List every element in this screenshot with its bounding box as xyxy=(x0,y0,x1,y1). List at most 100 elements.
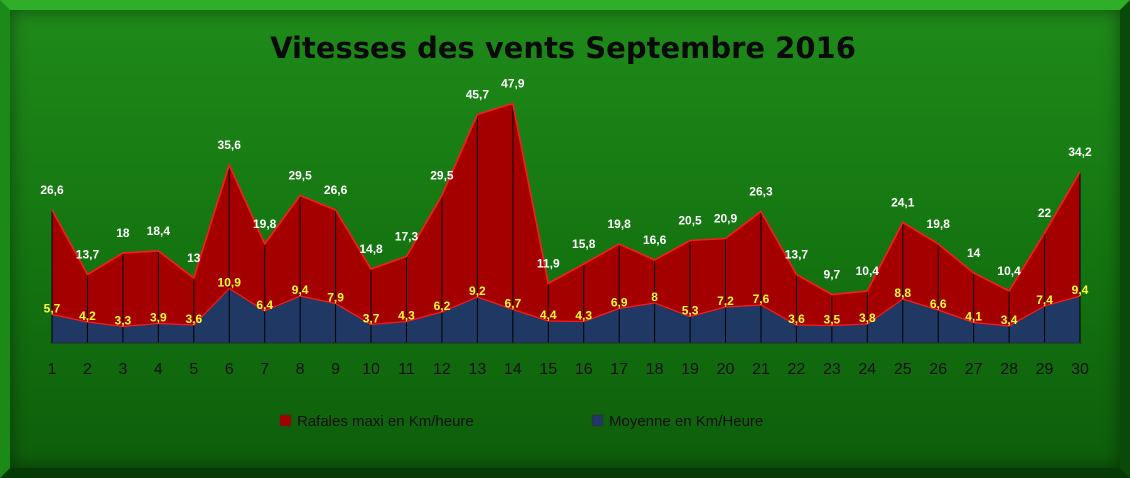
data-label-moyenne: 4,2 xyxy=(79,309,96,323)
data-label-moyenne: 3,4 xyxy=(1001,313,1018,327)
data-label-moyenne: 9,2 xyxy=(469,284,486,298)
data-label-moyenne: 3,9 xyxy=(150,311,167,325)
x-tick-label: 13 xyxy=(468,361,486,378)
data-label-rafales: 9,7 xyxy=(824,268,841,282)
x-tick-label: 14 xyxy=(504,361,522,378)
data-label-moyenne: 9,4 xyxy=(292,283,309,297)
series-area-rafales xyxy=(52,103,1080,343)
x-tick-label: 7 xyxy=(260,361,269,378)
data-label-rafales: 15,8 xyxy=(572,237,596,251)
x-tick-label: 9 xyxy=(331,361,340,378)
data-label-rafales: 13,7 xyxy=(76,248,100,262)
x-tick-label: 8 xyxy=(296,361,305,378)
data-label-rafales: 20,5 xyxy=(678,214,702,228)
x-tick-label: 11 xyxy=(398,361,415,378)
data-label-rafales: 14,8 xyxy=(359,242,383,256)
data-label-moyenne: 4,3 xyxy=(398,309,415,323)
data-label-rafales: 29,5 xyxy=(430,169,454,183)
x-tick-label: 30 xyxy=(1071,361,1089,378)
data-label-moyenne: 8 xyxy=(651,290,658,304)
data-label-rafales: 13,7 xyxy=(785,248,809,262)
data-label-moyenne: 7,2 xyxy=(717,294,734,308)
x-axis-ticks: 1 2 3 4 5 6 7 8 9 10 11 12 13 14 15 16 17 18 19 20 21 22 23 24 2… xyxy=(48,361,1089,378)
data-label-rafales: 19,8 xyxy=(253,217,277,231)
data-label-moyenne: 10,9 xyxy=(218,276,242,290)
x-tick-label: 29 xyxy=(1036,361,1054,378)
series-line-moyenne xyxy=(51,287,1081,328)
data-label-rafales: 18,4 xyxy=(147,224,171,238)
x-tick-label: 28 xyxy=(1000,361,1018,378)
x-tick-label: 6 xyxy=(225,361,234,378)
x-tick-label: 20 xyxy=(717,361,735,378)
data-label-moyenne: 4,1 xyxy=(965,310,982,324)
data-label-moyenne: 3,3 xyxy=(115,314,132,328)
x-tick-label: 27 xyxy=(965,361,983,378)
x-tick-label: 4 xyxy=(154,361,163,378)
x-tick-label: 12 xyxy=(433,361,451,378)
data-label-moyenne: 3,8 xyxy=(859,311,876,325)
data-label-rafales: 29,5 xyxy=(288,169,312,183)
data-label-moyenne: 6,9 xyxy=(611,296,628,310)
data-label-rafales: 19,8 xyxy=(927,217,951,231)
data-label-rafales: 13 xyxy=(187,251,201,265)
x-tick-label: 10 xyxy=(362,361,380,378)
data-label-rafales: 10,4 xyxy=(997,264,1021,278)
x-tick-label: 19 xyxy=(681,361,699,378)
data-label-rafales: 35,6 xyxy=(218,138,242,152)
series-area-moyenne xyxy=(52,288,1080,343)
x-tick-label: 22 xyxy=(788,361,806,378)
data-label-rafales: 26,3 xyxy=(749,185,773,199)
data-label-rafales: 11,9 xyxy=(537,257,560,271)
legend-swatch-moyenne xyxy=(591,414,604,427)
data-label-moyenne: 7,9 xyxy=(327,291,344,305)
legend-label-moyenne: Moyenne en Km/Heure xyxy=(609,413,763,430)
x-tick-label: 3 xyxy=(118,361,127,378)
x-tick-label: 17 xyxy=(610,361,628,378)
x-tick-label: 15 xyxy=(539,361,557,378)
data-label-rafales: 10,4 xyxy=(856,264,880,278)
data-label-moyenne: 4,3 xyxy=(575,309,592,323)
data-label-rafales: 47,9 xyxy=(501,77,525,91)
data-label-moyenne: 6,7 xyxy=(504,297,521,311)
x-tick-label: 2 xyxy=(83,361,92,378)
data-label-rafales: 26,6 xyxy=(324,183,348,197)
legend: Rafales maxi en Km/heure Moyenne en Km/H… xyxy=(279,413,763,430)
data-label-moyenne: 3,6 xyxy=(788,312,805,326)
legend-swatch-rafales xyxy=(279,414,292,427)
data-label-rafales: 24,1 xyxy=(891,196,915,210)
data-label-moyenne: 5,7 xyxy=(44,302,61,316)
data-label-moyenne: 4,4 xyxy=(540,308,557,322)
data-label-moyenne: 6,4 xyxy=(256,298,273,312)
x-tick-label: 23 xyxy=(823,361,841,378)
x-tick-label: 21 xyxy=(752,361,770,378)
data-label-moyenne: 3,7 xyxy=(363,312,380,326)
plot-area: 26,6 13,7 18 18,4 13 35,6 19,8 29,5 26,6 14,8 17,3… xyxy=(40,77,1092,343)
legend-label-rafales: Rafales maxi en Km/heure xyxy=(297,413,474,430)
data-label-moyenne: 9,4 xyxy=(1072,283,1089,297)
data-label-moyenne: 3,6 xyxy=(185,312,202,326)
data-label-moyenne: 6,6 xyxy=(930,297,947,311)
data-label-rafales: 34,2 xyxy=(1068,145,1092,159)
x-tick-label: 26 xyxy=(929,361,947,378)
data-label-moyenne: 3,5 xyxy=(824,313,841,327)
x-tick-label: 5 xyxy=(189,361,198,378)
data-label-rafales: 45,7 xyxy=(466,88,490,102)
data-label-moyenne: 6,2 xyxy=(434,299,451,313)
data-label-moyenne: 7,4 xyxy=(1036,293,1053,307)
data-label-moyenne: 5,3 xyxy=(682,304,699,318)
data-label-rafales: 17,3 xyxy=(395,230,419,244)
data-label-rafales: 20,9 xyxy=(714,212,738,226)
data-label-rafales: 14 xyxy=(967,246,981,260)
data-label-moyenne: 8,8 xyxy=(894,286,911,300)
x-tick-label: 16 xyxy=(575,361,593,378)
x-tick-label: 1 xyxy=(48,361,57,378)
x-tick-label: 25 xyxy=(894,361,912,378)
data-label-rafales: 22 xyxy=(1038,206,1052,220)
x-tick-label: 24 xyxy=(858,361,876,378)
data-label-rafales: 18 xyxy=(116,226,130,240)
chart-title: Vitesses des vents Septembre 2016 xyxy=(270,31,856,65)
data-label-rafales: 16,6 xyxy=(643,233,667,247)
data-label-rafales: 26,6 xyxy=(40,183,64,197)
